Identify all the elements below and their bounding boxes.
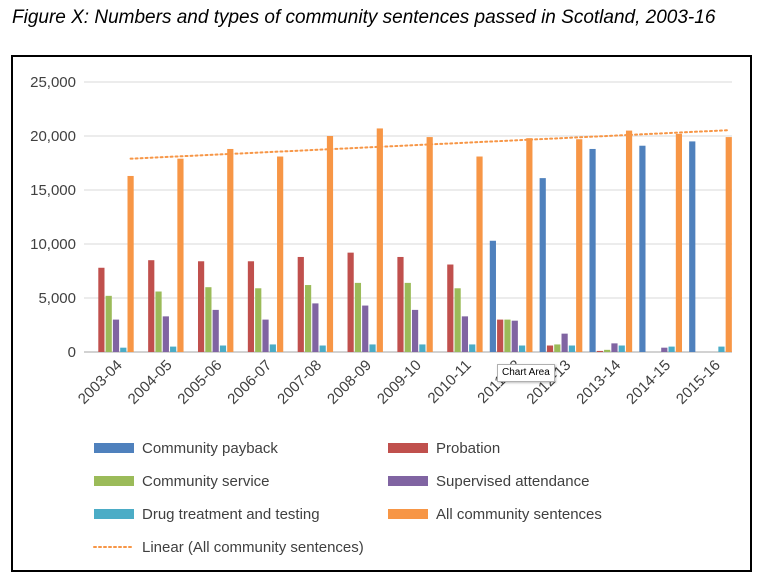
bar-probation-2010-11[interactable] <box>447 264 454 352</box>
bar-supervised-attendance-2014-15[interactable] <box>661 347 668 352</box>
legend-label[interactable]: Linear (All community sentences) <box>142 539 364 556</box>
bar-drug-treatment-and-testing-2013-14[interactable] <box>618 345 625 352</box>
x-tick-label: 2013-14 <box>573 357 624 408</box>
bar-drug-treatment-and-testing-2014-15[interactable] <box>668 346 675 352</box>
legend-label[interactable]: Community service <box>142 473 270 490</box>
bar-drug-treatment-and-testing-2010-11[interactable] <box>469 344 476 352</box>
x-tick-label: 2014-15 <box>623 357 674 408</box>
bar-supervised-attendance-2007-08[interactable] <box>312 303 319 352</box>
bar-community-payback-2015-16[interactable] <box>689 141 696 352</box>
bar-probation-2012-13[interactable] <box>546 345 554 352</box>
x-tick-label: 2003-04 <box>75 357 126 408</box>
chart-area-tooltip: Chart Area <box>497 364 555 382</box>
legend-label[interactable]: Drug treatment and testing <box>142 506 320 523</box>
legend-label[interactable]: Probation <box>436 440 500 457</box>
bar-supervised-attendance-2006-07[interactable] <box>262 319 269 352</box>
x-tick-label: 2009-10 <box>374 357 425 408</box>
bar-supervised-attendance-2004-05[interactable] <box>162 316 169 352</box>
bar-drug-treatment-and-testing-2004-05[interactable] <box>170 346 177 352</box>
bar-supervised-attendance-2005-06[interactable] <box>212 309 219 352</box>
bar-all-community-sentences-2013-14[interactable] <box>625 130 633 352</box>
x-tick-label: 2006-07 <box>224 357 275 408</box>
bar-probation-2009-10[interactable] <box>397 256 404 352</box>
bar-probation-2011-12[interactable] <box>497 319 504 352</box>
bar-all-community-sentences-2006-07[interactable] <box>277 156 284 352</box>
bar-all-community-sentences-2008-09[interactable] <box>376 128 383 352</box>
bar-supervised-attendance-2011-12[interactable] <box>511 320 518 352</box>
bar-all-community-sentences-2014-15[interactable] <box>675 133 683 352</box>
x-tick-label: 2007-08 <box>274 357 325 408</box>
bar-all-community-sentences-2007-08[interactable] <box>326 136 334 352</box>
bar-all-community-sentences-2005-06[interactable] <box>227 148 234 352</box>
legend-swatch <box>94 476 134 486</box>
bar-probation-2008-09[interactable] <box>347 252 354 352</box>
bar-drug-treatment-and-testing-2005-06[interactable] <box>219 345 227 352</box>
bar-community-service-2008-09[interactable] <box>354 282 362 352</box>
bar-probation-2006-07[interactable] <box>247 261 255 352</box>
bar-drug-treatment-and-testing-2011-12[interactable] <box>518 345 526 352</box>
legend-label[interactable]: All community sentences <box>436 506 602 523</box>
bar-community-service-2005-06[interactable] <box>205 287 212 352</box>
bar-probation-2013-14[interactable] <box>596 350 603 352</box>
legend-label[interactable]: Supervised attendance <box>436 473 589 490</box>
bar-community-service-2007-08[interactable] <box>304 285 312 352</box>
x-tick-label: 2004-05 <box>125 357 176 408</box>
bar-community-service-2009-10[interactable] <box>404 282 411 352</box>
legend-swatch <box>388 443 428 453</box>
figure-title: Figure X: Numbers and types of community… <box>12 7 716 28</box>
y-tick-label: 15,000 <box>30 182 76 199</box>
bar-supervised-attendance-2003-04[interactable] <box>112 319 120 352</box>
bar-community-payback-2011-12[interactable] <box>489 240 496 352</box>
bar-drug-treatment-and-testing-2009-10[interactable] <box>419 344 426 352</box>
bar-community-service-2006-07[interactable] <box>255 288 262 352</box>
bar-drug-treatment-and-testing-2012-13[interactable] <box>568 345 576 352</box>
bar-supervised-attendance-2010-11[interactable] <box>461 316 469 352</box>
bar-all-community-sentences-2011-12[interactable] <box>526 138 533 352</box>
bar-all-community-sentences-2010-11[interactable] <box>476 156 483 352</box>
bar-probation-2007-08[interactable] <box>297 256 304 352</box>
legend-swatch <box>388 476 428 486</box>
bar-drug-treatment-and-testing-2003-04[interactable] <box>120 347 127 352</box>
bar-probation-2003-04[interactable] <box>98 267 105 352</box>
bar-all-community-sentences-2004-05[interactable] <box>177 158 184 352</box>
bar-supervised-attendance-2013-14[interactable] <box>611 343 618 352</box>
bar-all-community-sentences-2009-10[interactable] <box>426 137 433 352</box>
bar-community-service-2003-04[interactable] <box>105 295 112 352</box>
x-tick-label: 2005-06 <box>174 357 225 408</box>
bar-probation-2004-05[interactable] <box>148 260 155 352</box>
bar-community-service-2010-11[interactable] <box>454 288 461 352</box>
legend-swatch <box>94 509 134 519</box>
bar-community-service-2004-05[interactable] <box>155 291 162 352</box>
y-tick-label: 20,000 <box>30 128 76 145</box>
bar-community-service-2012-13[interactable] <box>554 344 561 352</box>
legend-swatch <box>388 509 428 519</box>
y-tick-label: 0 <box>68 344 76 361</box>
bar-all-community-sentences-2012-13[interactable] <box>576 139 583 352</box>
bar-all-community-sentences-2015-16[interactable] <box>725 137 732 352</box>
bar-community-payback-2013-14[interactable] <box>589 148 596 352</box>
bar-supervised-attendance-2008-09[interactable] <box>362 305 369 352</box>
x-tick-label: 2010-11 <box>425 357 475 407</box>
y-tick-label: 5,000 <box>38 290 76 307</box>
legend-label[interactable]: Community payback <box>142 440 278 457</box>
bar-community-service-2011-12[interactable] <box>504 319 511 352</box>
bar-drug-treatment-and-testing-2007-08[interactable] <box>319 345 326 352</box>
x-tick-label: 2015-16 <box>673 357 724 408</box>
bar-probation-2005-06[interactable] <box>197 261 205 352</box>
y-tick-label: 10,000 <box>30 236 76 253</box>
bar-drug-treatment-and-testing-2015-16[interactable] <box>718 346 725 352</box>
bar-supervised-attendance-2012-13[interactable] <box>561 333 568 352</box>
bar-community-payback-2014-15[interactable] <box>639 145 646 352</box>
bar-drug-treatment-and-testing-2008-09[interactable] <box>369 344 376 352</box>
bar-supervised-attendance-2009-10[interactable] <box>411 309 419 352</box>
x-tick-label: 2008-09 <box>324 357 375 408</box>
bar-all-community-sentences-2003-04[interactable] <box>127 175 134 352</box>
bar-community-payback-2012-13[interactable] <box>539 178 546 352</box>
y-tick-label: 25,000 <box>30 74 76 91</box>
bar-community-service-2013-14[interactable] <box>604 349 611 352</box>
trendline-linear-all-community-sentences <box>129 129 730 160</box>
legend-swatch <box>94 443 134 453</box>
bar-drug-treatment-and-testing-2006-07[interactable] <box>269 344 276 352</box>
